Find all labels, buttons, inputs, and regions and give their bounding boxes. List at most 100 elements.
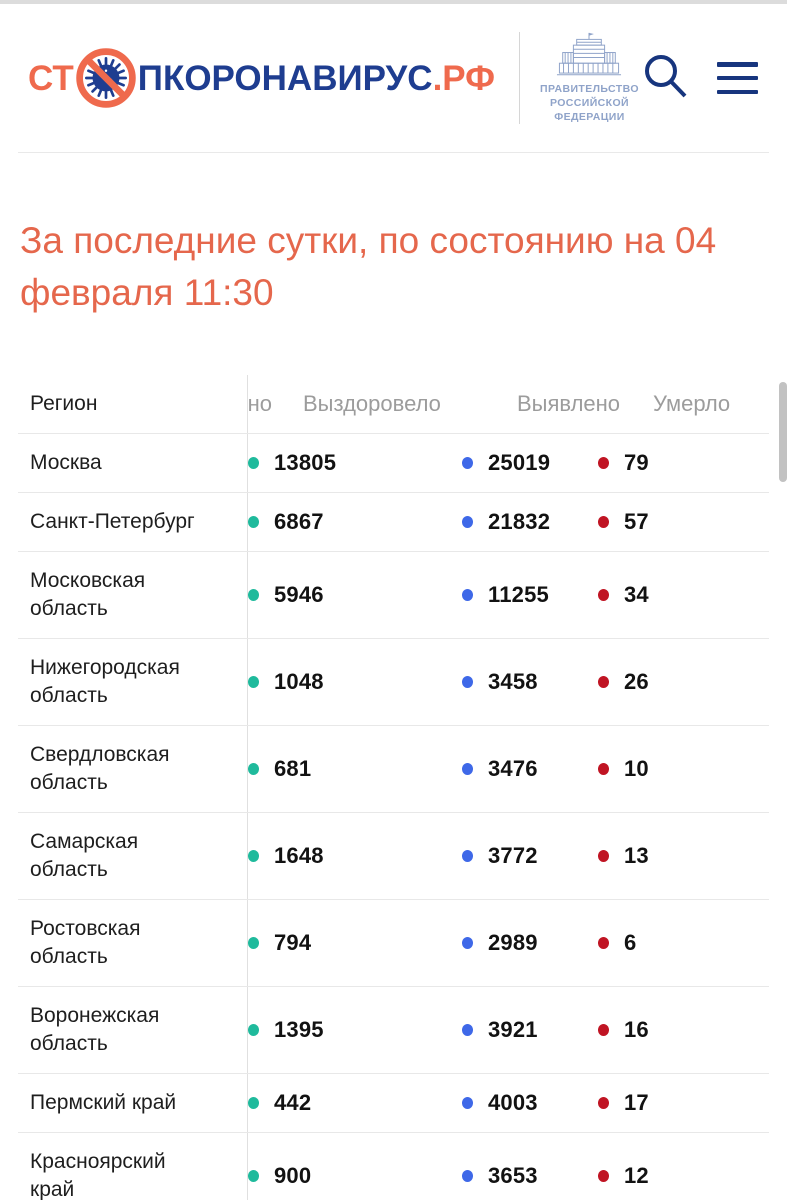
table-row: Красноярский край 900 3653 12 (18, 1133, 769, 1200)
detected-dot-icon (462, 1024, 473, 1036)
column-header-region: Регион (18, 375, 248, 433)
recovered-dot-icon (248, 763, 259, 775)
died-cell: 57 (598, 509, 769, 535)
search-icon (645, 55, 687, 98)
government-house-icon (557, 32, 622, 76)
detected-value: 3653 (488, 1163, 538, 1188)
region-stats-table: Регион Заражено Выздоровело Выявлено Уме… (18, 375, 769, 1200)
recovered-cell: 900 (248, 1163, 462, 1189)
died-value: 57 (624, 509, 649, 534)
table-row: Санкт-Петербург 6867 21832 57 (18, 493, 769, 552)
recovered-value: 1395 (274, 1017, 324, 1042)
recovered-cell: 6867 (248, 509, 462, 535)
detected-cell: 21832 (462, 509, 598, 535)
detected-value: 3476 (488, 756, 538, 781)
table-row: Нижегородская область 1048 3458 26 (18, 639, 769, 726)
menu-button[interactable] (717, 62, 758, 94)
region-name-cell: Пермский край (18, 1074, 248, 1132)
detected-cell: 2989 (462, 930, 598, 956)
logo-text-main: ПКОРОНАВИРУС (137, 58, 433, 98)
died-value: 26 (624, 669, 649, 694)
recovered-dot-icon (248, 516, 259, 528)
recovered-cell: 794 (248, 930, 462, 956)
header-divider (18, 152, 769, 153)
region-name: Нижегородская область (30, 656, 180, 707)
recovered-cell: 681 (248, 756, 462, 782)
died-dot-icon (598, 850, 609, 862)
died-cell: 34 (598, 582, 769, 608)
recovered-dot-icon (248, 850, 259, 862)
recovered-cell: 5946 (248, 582, 462, 608)
table-row: Московская область 5946 11255 34 (18, 552, 769, 639)
died-cell: 10 (598, 756, 769, 782)
page-heading: За последние сутки, по состоянию на 04 ф… (20, 220, 717, 313)
region-name-cell: Свердловская область (18, 726, 248, 812)
died-dot-icon (598, 457, 609, 469)
region-name-cell: Самарская область (18, 813, 248, 899)
died-value: 17 (624, 1090, 649, 1115)
died-value: 10 (624, 756, 649, 781)
recovered-cell: 442 (248, 1090, 462, 1116)
detected-cell: 3458 (462, 669, 598, 695)
logo-text-rf: .РФ (432, 58, 496, 98)
detected-cell: 11255 (462, 582, 598, 608)
died-dot-icon (598, 1170, 609, 1182)
detected-value: 4003 (488, 1090, 538, 1115)
recovered-dot-icon (248, 1097, 259, 1109)
column-header-detected: Выявлено (517, 391, 621, 416)
recovered-dot-icon (248, 1024, 259, 1036)
scrollbar-thumb[interactable] (779, 382, 787, 482)
recovered-value: 900 (274, 1163, 312, 1188)
died-dot-icon (598, 589, 609, 601)
region-name-cell: Воронежская область (18, 987, 248, 1073)
hamburger-menu-icon (717, 62, 758, 67)
recovered-value: 1048 (274, 669, 324, 694)
recovered-dot-icon (248, 1170, 259, 1182)
government-block[interactable]: ПРАВИТЕЛЬСТВО РОССИЙСКОЙ ФЕДЕРАЦИИ (519, 32, 639, 124)
detected-dot-icon (462, 457, 473, 469)
died-dot-icon (598, 1024, 609, 1036)
recovered-value: 5946 (274, 582, 324, 607)
column-header-infected: Заражено (248, 391, 272, 416)
died-dot-icon (598, 937, 609, 949)
detected-value: 3921 (488, 1017, 538, 1042)
recovered-dot-icon (248, 937, 259, 949)
detected-dot-icon (462, 676, 473, 688)
table-row: Воронежская область 1395 3921 16 (18, 987, 769, 1074)
died-cell: 79 (598, 450, 769, 476)
detected-value: 25019 (488, 450, 551, 475)
died-cell: 12 (598, 1163, 769, 1189)
table-row: Москва 13805 25019 79 (18, 434, 769, 493)
logo-text-st: СТ (28, 58, 74, 98)
died-dot-icon (598, 763, 609, 775)
region-name-cell: Нижегородская область (18, 639, 248, 725)
died-value: 16 (624, 1017, 649, 1042)
died-cell: 26 (598, 669, 769, 695)
detected-dot-icon (462, 516, 473, 528)
region-name-cell: Красноярский край (18, 1133, 248, 1200)
region-name: Красноярский край (30, 1150, 166, 1200)
search-button[interactable] (641, 53, 691, 103)
detected-cell: 4003 (462, 1090, 598, 1116)
region-name-cell: Санкт-Петербург (18, 493, 248, 551)
died-dot-icon (598, 676, 609, 688)
region-name: Санкт-Петербург (30, 510, 195, 533)
detected-value: 3772 (488, 843, 538, 868)
recovered-cell: 13805 (248, 450, 462, 476)
detected-value: 21832 (488, 509, 551, 534)
region-name: Москва (30, 451, 102, 474)
detected-cell: 3653 (462, 1163, 598, 1189)
column-header-recovered: Выздоровело (303, 391, 441, 416)
no-virus-icon (76, 48, 136, 108)
recovered-value: 794 (274, 930, 312, 955)
region-name-cell: Ростовская область (18, 900, 248, 986)
recovered-value: 681 (274, 756, 312, 781)
government-label-line3: ФЕДЕРАЦИИ (554, 111, 625, 123)
site-logo[interactable]: СТ (28, 48, 495, 108)
top-strip (0, 0, 787, 4)
detected-dot-icon (462, 850, 473, 862)
table-row: Свердловская область 681 3476 10 (18, 726, 769, 813)
recovered-dot-icon (248, 676, 259, 688)
region-name: Ростовская область (30, 917, 141, 968)
table-header-row: Регион Заражено Выздоровело Выявлено Уме… (18, 375, 769, 434)
